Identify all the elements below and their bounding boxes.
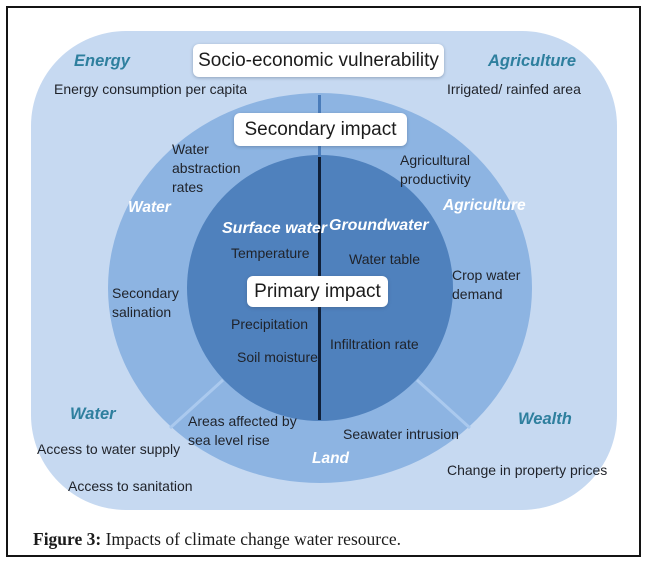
agriculture-outer-category-label: Agriculture	[488, 52, 577, 70]
secondary-impact-title: Secondary impact	[244, 118, 397, 140]
agriculture-ring-category-label: Agriculture	[443, 197, 526, 214]
surface-water-category-label: Surface water	[222, 220, 327, 237]
socio-economic-vulnerability-title: Socio-economic vulnerability	[198, 49, 439, 71]
primary-impact-title: Primary impact	[254, 280, 381, 302]
property-prices-item: Change in property prices	[447, 462, 608, 478]
land-category-label: Land	[312, 450, 350, 467]
wealth-category-label: Wealth	[518, 410, 572, 428]
secondary-impact-title-box: Secondary impact	[234, 113, 407, 146]
access-water-supply-item: Access to water supply	[37, 441, 181, 457]
groundwater-category-label: Groundwater	[329, 217, 429, 234]
water-outer-category-label: Water	[70, 405, 116, 423]
figure-caption-label: Figure 3:	[33, 529, 102, 549]
primary-impact-title-box: Primary impact	[247, 276, 388, 307]
temperature-item: Temperature	[231, 245, 310, 261]
access-sanitation-item: Access to sanitation	[68, 478, 193, 494]
infiltration-rate-item: Infiltration rate	[330, 336, 419, 352]
figure-caption-text: Impacts of climate change water resource…	[101, 529, 402, 549]
land-right-divider-line	[415, 378, 472, 430]
soil-moisture-item: Soil moisture	[237, 349, 318, 365]
figure-caption: Figure 3: Impacts of climate change wate…	[33, 529, 401, 550]
energy-category-label: Energy	[74, 52, 130, 70]
water-abstraction-item: Water abstraction rates	[172, 141, 241, 195]
socio-economic-vulnerability-title-box: Socio-economic vulnerability	[193, 44, 444, 77]
water-ring-category-label: Water	[128, 199, 171, 216]
seawater-intrusion-item: Seawater intrusion	[343, 426, 459, 442]
precipitation-item: Precipitation	[231, 316, 309, 332]
sea-level-rise-item: Areas affected by sea level rise	[188, 413, 297, 448]
crop-water-demand-item: Crop water demand	[452, 267, 521, 302]
water-table-item: Water table	[349, 251, 421, 267]
energy-consumption-item: Energy consumption per capita	[54, 81, 247, 97]
secondary-salination-item: Secondary salination	[112, 285, 179, 320]
irrigated-rainfed-item: Irrigated/ rainfed area	[447, 81, 581, 97]
land-left-divider-line	[168, 378, 225, 430]
agricultural-productivity-item: Agricultural productivity	[400, 152, 471, 187]
